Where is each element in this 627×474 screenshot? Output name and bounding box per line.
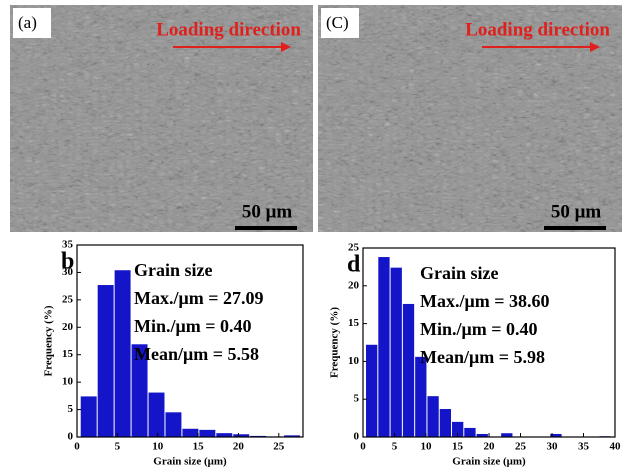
bar — [97, 285, 114, 437]
x-tick-label: 15 — [452, 441, 464, 453]
annotation: Max./μm = 27.09 — [134, 288, 263, 308]
x-axis-label: Grain size (μm) — [153, 456, 227, 468]
label-box — [321, 8, 359, 38]
x-tick-label: 5 — [392, 441, 398, 453]
micrograph: (a) Loading direction 50 μm — [10, 5, 313, 232]
scale-bar-label: 50 μm — [242, 201, 293, 222]
annotation: Grain size — [134, 260, 213, 280]
micrograph: (C) Loading direction 50 μm — [318, 5, 622, 232]
bar — [366, 344, 378, 437]
y-tick-label: 10 — [348, 355, 360, 367]
x-tick-label: 25 — [273, 441, 285, 453]
panel-label: (C) — [326, 13, 349, 32]
x-axis-label: Grain size (μm) — [452, 456, 526, 468]
bar — [114, 270, 131, 437]
x-tick-label: 40 — [610, 441, 622, 453]
annotation: Mean/μm = 5.98 — [420, 347, 545, 367]
annotation: Grain size — [420, 263, 499, 283]
x-tick-label: 30 — [547, 441, 559, 453]
bar — [148, 392, 165, 437]
bar — [390, 267, 402, 437]
bar — [464, 427, 476, 437]
bar — [501, 433, 513, 437]
y-tick-label: 15 — [62, 348, 74, 360]
bar — [182, 428, 199, 437]
y-tick-label: 35 — [62, 239, 74, 251]
scale-bar — [544, 226, 606, 230]
bar — [427, 396, 439, 437]
x-tick-label: 25 — [515, 441, 527, 453]
x-tick-label: 35 — [578, 441, 590, 453]
x-tick-label: 15 — [193, 441, 205, 453]
y-tick-label: 25 — [348, 242, 360, 254]
bar — [402, 303, 415, 437]
bar — [452, 421, 464, 437]
arrow-head — [281, 42, 291, 52]
x-tick-label: 20 — [484, 441, 496, 453]
bar — [131, 344, 148, 437]
y-axis-label: Frequency (%) — [329, 307, 341, 378]
y-tick-label: 5 — [354, 393, 360, 405]
panel-label: (a) — [18, 13, 37, 32]
x-tick-label: 5 — [115, 441, 121, 453]
bar — [199, 429, 216, 437]
y-tick-label: 25 — [62, 293, 74, 305]
scale-bar-label: 50 μm — [551, 201, 602, 222]
bar — [378, 257, 390, 437]
annotation: Min./μm = 0.40 — [134, 316, 251, 336]
y-tick-label: 30 — [62, 266, 74, 278]
y-tick-label: 10 — [62, 376, 74, 388]
y-tick-label: 20 — [348, 279, 360, 291]
panel-label: d — [347, 252, 361, 278]
x-tick-label: 0 — [360, 441, 366, 453]
panel-label: b — [61, 249, 74, 275]
x-tick-label: 10 — [152, 441, 164, 453]
bar — [415, 356, 427, 437]
bar — [284, 435, 301, 437]
x-tick-label: 20 — [233, 441, 245, 453]
plot-frame — [76, 244, 304, 438]
histogram-chart: 0 5 10 15 20 25 0 5 10 15 20 25 30 35 Grain size (μm) F… — [43, 239, 304, 468]
bar — [80, 396, 97, 437]
histogram-chart: 0 5 10 15 20 25 30 35 40 0 5 10 15 20 25 Grain size (μm… — [329, 242, 621, 468]
scale-bar — [235, 226, 297, 230]
arrow-head — [590, 42, 600, 52]
annotation: Mean/μm = 5.58 — [134, 344, 259, 364]
micrograph-grain — [10, 5, 313, 232]
y-tick-label: 20 — [62, 321, 74, 333]
y-axis-label: Frequency (%) — [43, 305, 55, 376]
bar — [476, 433, 488, 437]
y-tick-label: 15 — [348, 317, 360, 329]
x-tick-label: 10 — [421, 441, 433, 453]
y-tick-label: 0 — [68, 431, 74, 443]
y-tick-label: 5 — [68, 403, 74, 415]
y-tick-label: 0 — [354, 431, 360, 443]
bar — [550, 433, 562, 437]
bar — [439, 409, 452, 437]
label-box — [13, 8, 51, 38]
annotation: Min./μm = 0.40 — [420, 319, 537, 339]
loading-label: Loading direction — [156, 19, 301, 40]
micrograph-grain — [318, 5, 622, 232]
loading-label: Loading direction — [465, 19, 610, 40]
x-tick-label: 0 — [74, 441, 80, 453]
bar — [233, 434, 250, 437]
bar — [216, 433, 233, 437]
bar — [165, 412, 182, 437]
annotation: Max./μm = 38.60 — [420, 291, 549, 311]
